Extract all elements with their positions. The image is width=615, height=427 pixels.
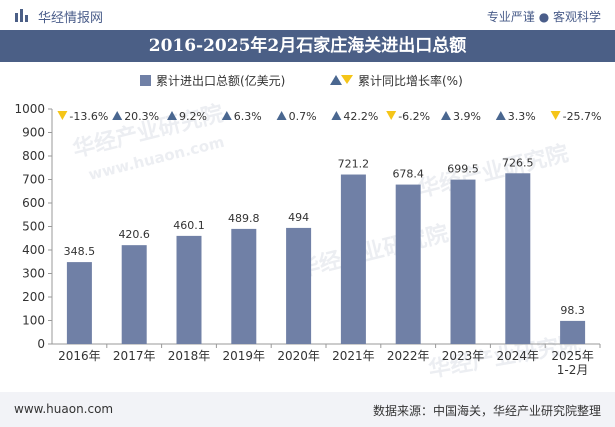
y-tick-label: 500 xyxy=(22,220,45,234)
bar-value-label: 678.4 xyxy=(392,168,424,181)
bar xyxy=(340,174,366,344)
tagline: 专业严谨 ● 客观科学 xyxy=(486,10,601,24)
bar-value-label: 721.2 xyxy=(338,158,370,171)
bar xyxy=(121,245,147,344)
bar-value-label: 98.3 xyxy=(560,304,585,317)
growth-up-triangle-icon xyxy=(112,111,123,120)
x-tick-label: 2025年 xyxy=(551,349,594,363)
bar-value-label: 726.5 xyxy=(502,156,534,169)
chart-canvas: 华经产业研究院华经产业研究院华经产业研究院华经产业研究院www.huaon.co… xyxy=(14,73,602,383)
y-tick-label: 0 xyxy=(37,337,45,351)
y-tick-label: 600 xyxy=(22,196,45,210)
growth-label: -25.7% xyxy=(563,110,602,123)
y-tick-label: 800 xyxy=(22,149,45,163)
growth-label: 3.9% xyxy=(453,110,481,123)
legend-growth-label: 累计同比增长率(%) xyxy=(358,73,463,88)
x-tick-label: 2024年 xyxy=(497,349,540,363)
footer-source: 数据来源：中国海关，华经产业研究院整理 xyxy=(372,404,601,418)
bar xyxy=(66,262,92,344)
bar-value-label: 420.6 xyxy=(118,228,150,241)
brand-name: 华经情报网 xyxy=(38,11,104,26)
growth-label: 0.7% xyxy=(289,110,317,123)
top-bar: 华经情报网 专业严谨 ● 客观科学 xyxy=(0,0,615,30)
x-tick-label: 2022年 xyxy=(387,349,430,363)
bar xyxy=(505,173,531,344)
x-tick-label: 2023年 xyxy=(442,349,485,363)
growth-label: 9.2% xyxy=(179,110,207,123)
x-tick-label: 2017年 xyxy=(113,349,156,363)
growth-up-triangle-icon xyxy=(221,111,232,120)
legend-bar-swatch xyxy=(140,75,151,86)
y-tick-label: 100 xyxy=(22,314,45,328)
bar-value-label: 494 xyxy=(288,211,309,224)
growth-label: 6.3% xyxy=(234,110,262,123)
legend-up-triangle-icon xyxy=(330,75,342,85)
x-tick-label: 2021年 xyxy=(332,349,375,363)
growth-label: -6.2% xyxy=(398,110,430,123)
legend-down-triangle-icon xyxy=(341,75,353,84)
x-tick-label: 2019年 xyxy=(223,349,266,363)
title-bar xyxy=(0,30,615,62)
axes: 0 100 200 300 400 500 600 700 800 900 1000 xyxy=(14,102,600,351)
x-tick-label: 1-2月 xyxy=(557,363,589,377)
growth-row: -13.6% 20.3% 9.2% 6.3% 0.7% 42.2% -6.2% 3.9% 3.3… xyxy=(57,110,602,123)
bars: 348.5 2016年 420.6 2017年 460.1 2018年 489.8 2019年… xyxy=(58,156,601,377)
growth-up-triangle-icon xyxy=(167,111,177,120)
chart-legend: 累计进出口总额(亿美元) 累计同比增长率(%) xyxy=(140,73,463,88)
bar xyxy=(176,235,202,344)
y-tick-label: 300 xyxy=(22,267,45,281)
chart-title: 2016-2025年2月石家庄海关进出口总额 xyxy=(148,36,467,56)
bar-value-label: 348.5 xyxy=(64,245,96,258)
footer-website: www.huaon.com xyxy=(14,402,114,416)
bar xyxy=(560,320,586,344)
x-tick-label: 2016年 xyxy=(58,349,101,363)
watermark-text: 华经产业研究院 xyxy=(295,220,451,282)
watermark-text: 华经产业研究院 xyxy=(415,140,571,202)
growth-down-triangle-icon xyxy=(57,111,68,120)
growth-label: 20.3% xyxy=(124,110,159,123)
y-tick-label: 1000 xyxy=(14,102,45,116)
x-tick-label: 2018年 xyxy=(168,349,211,363)
y-tick-label: 700 xyxy=(22,173,45,187)
bar xyxy=(395,184,421,344)
x-tick-label: 2020年 xyxy=(277,349,320,363)
bar xyxy=(450,179,476,344)
growth-down-triangle-icon xyxy=(386,111,397,120)
y-tick-label: 400 xyxy=(22,243,45,257)
growth-down-triangle-icon xyxy=(550,111,561,120)
bar xyxy=(286,227,312,344)
growth-label: 3.3% xyxy=(508,110,536,123)
bar-value-label: 699.5 xyxy=(447,163,479,176)
bar-value-label: 489.8 xyxy=(228,212,260,225)
growth-up-triangle-icon xyxy=(276,111,287,120)
growth-label: -13.6% xyxy=(69,110,108,123)
y-tick-label: 200 xyxy=(22,290,45,304)
y-tick-label: 900 xyxy=(22,126,45,140)
legend-bar-label: 累计进出口总额(亿美元) xyxy=(156,73,285,88)
bar-value-label: 460.1 xyxy=(173,219,205,232)
bar-logo-icon xyxy=(15,9,28,22)
bar xyxy=(231,228,257,344)
growth-up-triangle-icon xyxy=(331,111,342,120)
growth-label: 42.2% xyxy=(343,110,378,123)
footer-bar xyxy=(0,392,615,427)
growth-up-triangle-icon xyxy=(495,111,506,120)
growth-up-triangle-icon xyxy=(441,111,451,120)
